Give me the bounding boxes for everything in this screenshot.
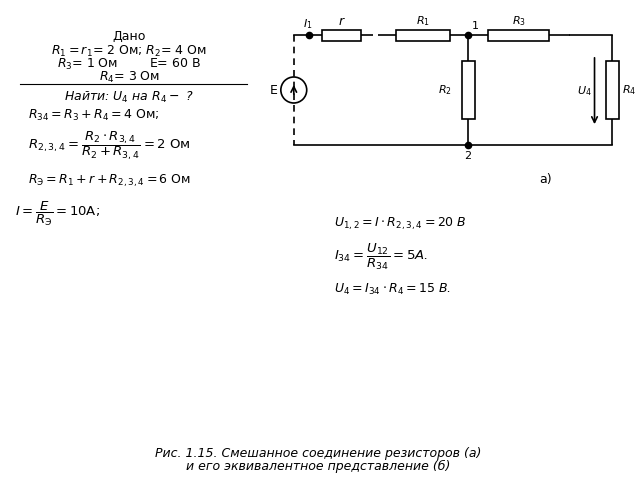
Text: $U_4 = I_{34} \cdot R_4 = 15$ В.: $U_4 = I_{34} \cdot R_4 = 15$ В. bbox=[333, 282, 451, 297]
Text: $R_1$: $R_1$ bbox=[416, 14, 430, 28]
Text: $U_{1,2} = I \cdot R_{2,3,4} = 20$ В: $U_{1,2} = I \cdot R_{2,3,4} = 20$ В bbox=[333, 216, 467, 232]
Text: $R_3$= 1 Ом        Е= 60 В: $R_3$= 1 Ом Е= 60 В bbox=[58, 57, 202, 72]
Bar bbox=[606, 61, 619, 119]
Text: Дано: Дано bbox=[113, 30, 146, 43]
Bar bbox=[461, 61, 474, 119]
Text: $R_{34} = R_3 + R_4 = 4$ Ом;: $R_{34} = R_3 + R_4 = 4$ Ом; bbox=[28, 108, 159, 123]
Text: $U_4$: $U_4$ bbox=[577, 84, 591, 98]
Text: $R_\mathrm{Э} = R_1 + r + R_{2,3,4} = 6$ Ом: $R_\mathrm{Э} = R_1 + r + R_{2,3,4} = 6$… bbox=[28, 173, 191, 190]
Text: $R_1= r_1$= 2 Ом; $R_2$= 4 Ом: $R_1= r_1$= 2 Ом; $R_2$= 4 Ом bbox=[51, 44, 207, 59]
Text: Найти: $U_4$ на $R_4-$ ?: Найти: $U_4$ на $R_4-$ ? bbox=[65, 90, 195, 105]
Text: E: E bbox=[270, 84, 278, 96]
Bar bbox=[488, 29, 549, 40]
Text: и его эквивалентное представление (б): и его эквивалентное представление (б) bbox=[186, 460, 451, 473]
Bar bbox=[322, 29, 360, 40]
Text: $R_4$: $R_4$ bbox=[623, 83, 637, 97]
Text: 2: 2 bbox=[465, 151, 472, 161]
Text: 1: 1 bbox=[472, 21, 479, 31]
Text: Рис. 1.15. Смешанное соединение резисторов (а): Рис. 1.15. Смешанное соединение резистор… bbox=[156, 447, 482, 460]
Text: $R_2$: $R_2$ bbox=[438, 83, 452, 97]
Text: а): а) bbox=[539, 173, 552, 186]
Text: $I = \dfrac{E}{R_\mathrm{Э}} = 10$А;: $I = \dfrac{E}{R_\mathrm{Э}} = 10$А; bbox=[15, 200, 100, 228]
Bar bbox=[396, 29, 450, 40]
Text: $R_{2,3,4} = \dfrac{R_2 \cdot R_{3,4}}{R_2 + R_{3,4}} = 2$ Ом: $R_{2,3,4} = \dfrac{R_2 \cdot R_{3,4}}{R… bbox=[28, 130, 191, 162]
Text: $R_3$: $R_3$ bbox=[512, 14, 526, 28]
Text: $R_4$= 3 Ом: $R_4$= 3 Ом bbox=[99, 70, 160, 85]
Text: $I_1$: $I_1$ bbox=[303, 17, 312, 31]
Text: r: r bbox=[339, 15, 344, 28]
Text: $I_{34} = \dfrac{U_{12}}{R_{34}} = 5$А.: $I_{34} = \dfrac{U_{12}}{R_{34}} = 5$А. bbox=[333, 242, 428, 272]
